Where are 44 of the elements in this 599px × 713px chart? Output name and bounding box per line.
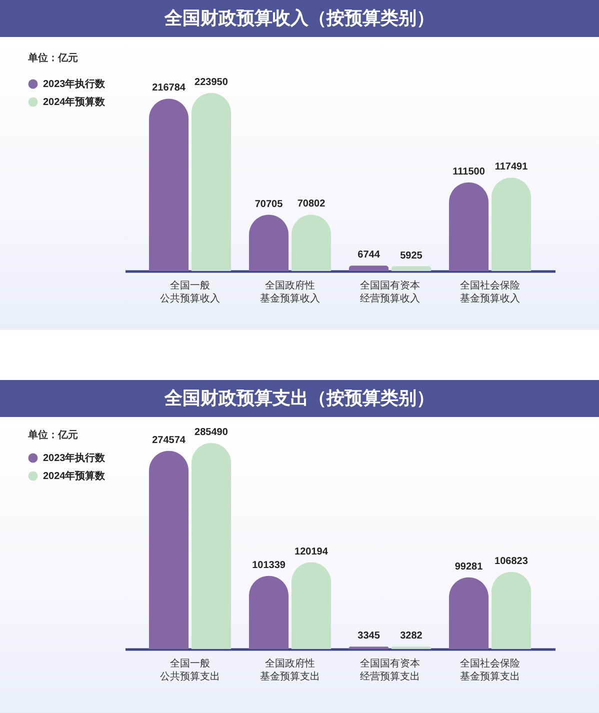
chart-title: 全国财政预算收入（按预算类别） (0, 0, 599, 37)
legend-label: 2023年执行数 (43, 452, 106, 464)
x-tick-label: 全国政府性基金预算收入 (260, 280, 320, 304)
bar (191, 93, 231, 271)
bar (149, 450, 189, 649)
data-label: 101339 (252, 560, 286, 571)
data-label: 70802 (297, 198, 326, 210)
bar (349, 266, 389, 271)
data-label: 5925 (400, 250, 423, 262)
legend-label: 2024年预算数 (43, 96, 106, 108)
bar (491, 572, 531, 649)
bar (249, 576, 289, 649)
legend-label: 2024年预算数 (43, 470, 106, 482)
bar (491, 178, 531, 271)
x-tick-label: 全国政府性基金预算支出 (260, 658, 320, 682)
data-label: 111500 (452, 166, 486, 178)
x-tick-label: 全国社会保险基金预算支出 (460, 658, 520, 682)
data-label: 216784 (152, 82, 186, 94)
chart-title: 全国财政预算支出（按预算类别） (0, 380, 599, 417)
text: 单位：亿元 (27, 52, 78, 64)
bar (449, 577, 489, 649)
data-label: 99281 (454, 561, 484, 572)
x-tick-label: 全国国有资本经营预算支出 (360, 658, 420, 682)
bar (149, 98, 189, 271)
data-label: 274574 (152, 434, 186, 446)
text: 单位：亿元 (27, 429, 78, 441)
data-label: 3345 (358, 630, 380, 642)
x-tick-label: 全国一般公共预算支出 (160, 658, 220, 682)
bar (391, 266, 431, 271)
legend-label: 2023年执行数 (43, 78, 106, 90)
data-label: 285490 (194, 427, 228, 438)
bar (291, 562, 331, 649)
data-label: 120194 (294, 546, 328, 558)
x-tick-label: 全国一般公共预算收入 (160, 280, 220, 304)
bar (449, 182, 489, 271)
data-label: 223950 (194, 77, 228, 88)
data-label: 117491 (494, 162, 528, 173)
x-tick-label: 全国社会保险基金预算收入 (460, 280, 520, 304)
data-label: 3282 (400, 630, 423, 642)
data-label: 6744 (358, 250, 380, 261)
data-label: 70705 (254, 198, 284, 210)
bar (191, 443, 231, 649)
x-tick-label: 全国国有资本经营预算收入 (360, 280, 420, 304)
data-label: 106823 (494, 556, 528, 567)
